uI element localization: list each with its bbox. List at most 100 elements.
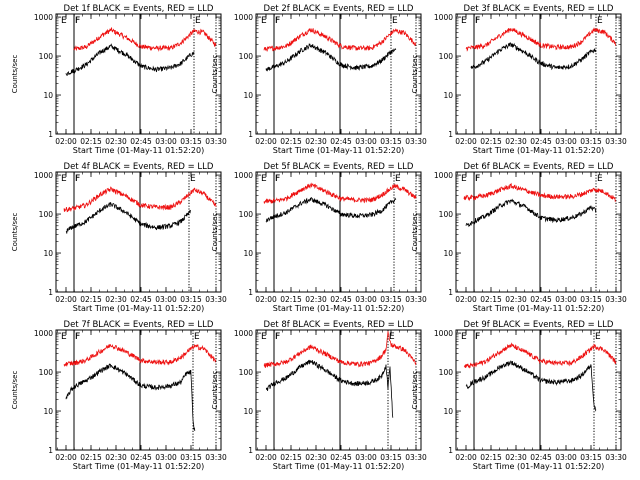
plot-frame — [255, 171, 422, 293]
panel-det-7: Det 7f BLACK = Events, RED = LLD Counts/s… — [11, 320, 227, 471]
x-tick-label: 02:00 — [255, 137, 277, 146]
y-tick-label: 1 — [248, 288, 253, 297]
x-tick-label: 02:30 — [105, 453, 127, 462]
x-tick-label: 02:30 — [305, 295, 327, 304]
marker-label-f: F — [275, 16, 280, 26]
x-tick-label: 03:30 — [605, 295, 627, 304]
marker-label-e: E — [389, 332, 395, 342]
marker-label-e: E — [461, 174, 467, 184]
panel-det-1: Det 1f BLACK = Events, RED = LLD Counts/s… — [11, 4, 227, 155]
y-tick-label: 1000 — [434, 13, 453, 22]
marker-label-e: E — [195, 16, 201, 26]
marker-label-e: E — [61, 16, 67, 26]
lld-series-line — [463, 182, 617, 202]
panel-det-3: Det 3f BLACK = Events, RED = LLD Counts/s… — [411, 4, 627, 155]
x-tick-label: 03:30 — [605, 137, 627, 146]
x-tick-label: 02:00 — [455, 137, 477, 146]
x-tick-label: 03:00 — [355, 453, 377, 462]
y-tick-label: 100 — [439, 368, 454, 377]
plot-frame — [255, 329, 422, 451]
x-tick-label: 03:30 — [405, 295, 427, 304]
y-tick-label: 10 — [443, 407, 453, 416]
panel-det-8: Det 8f BLACK = Events, RED = LLD Counts/s… — [211, 320, 427, 471]
panel-det-6: Det 6f BLACK = Events, RED = LLD Counts/s… — [411, 162, 627, 313]
marker-label-e: E — [261, 332, 267, 342]
y-axis-label: Counts/sec — [411, 55, 419, 94]
x-tick-label: 02:30 — [105, 137, 127, 146]
marker-label-e: E — [597, 16, 603, 26]
x-tick-label: 03:00 — [155, 137, 177, 146]
plot-frame — [55, 171, 222, 293]
y-tick-label: 1 — [448, 130, 453, 139]
marker-label-f: F — [275, 174, 280, 184]
y-tick-label: 10 — [243, 407, 253, 416]
x-tick-label: 02:30 — [505, 295, 527, 304]
x-tick-label: 02:00 — [455, 295, 477, 304]
y-tick-label: 1000 — [34, 329, 53, 338]
marker-label-f: F — [475, 16, 480, 26]
x-axis-label: Start Time (01-May-11 01:52:20) — [473, 304, 604, 313]
x-tick-label: 03:00 — [155, 453, 177, 462]
x-tick-label: 02:00 — [55, 295, 77, 304]
panel-det-5: Det 5f BLACK = Events, RED = LLD Counts/s… — [211, 162, 427, 313]
y-tick-label: 100 — [439, 52, 454, 61]
x-axis-label: Start Time (01-May-11 01:52:20) — [73, 146, 204, 155]
marker-label-f: F — [475, 16, 480, 26]
y-tick-label: 10 — [443, 91, 453, 100]
events-series-line — [65, 43, 195, 77]
y-axis-label: Counts/sec — [211, 371, 219, 410]
x-tick-label: 02:15 — [280, 453, 302, 462]
marker-label-f: F — [75, 332, 80, 342]
y-axis-label: Counts/sec — [11, 371, 19, 410]
marker-label-f: F — [275, 174, 280, 184]
y-tick-label: 1000 — [34, 13, 53, 22]
x-tick-label: 02:30 — [505, 137, 527, 146]
x-tick-label: 02:15 — [80, 295, 102, 304]
x-tick-label: 02:15 — [480, 453, 502, 462]
series-group — [63, 186, 217, 234]
y-tick-label: 1000 — [234, 13, 253, 22]
panel-title: Det 6f BLACK = Events, RED = LLD — [464, 162, 614, 172]
x-tick-label: 02:15 — [80, 453, 102, 462]
x-tick-label: 02:45 — [330, 453, 352, 462]
x-tick-label: 03:00 — [555, 453, 577, 462]
x-tick-label: 02:30 — [105, 295, 127, 304]
x-tick-label: 02:15 — [80, 137, 102, 146]
x-tick-label: 03:15 — [180, 295, 202, 304]
marker-label-e: E — [392, 16, 398, 26]
y-axis-label: Counts/sec — [11, 55, 19, 94]
x-tick-label: 03:15 — [580, 137, 602, 146]
y-tick-label: 100 — [239, 52, 254, 61]
marker-label-e: E — [597, 174, 603, 184]
y-tick-label: 10 — [243, 249, 253, 258]
marker-label-e: E — [395, 174, 401, 184]
panel-title: Det 4f BLACK = Events, RED = LLD — [64, 162, 214, 172]
x-tick-label: 03:15 — [180, 137, 202, 146]
x-tick-label: 02:30 — [305, 453, 327, 462]
y-axis-label: Counts/sec — [11, 213, 19, 252]
y-tick-label: 10 — [43, 91, 53, 100]
x-tick-label: 03:30 — [605, 453, 627, 462]
y-tick-label: 1000 — [234, 329, 253, 338]
y-tick-label: 1000 — [434, 171, 453, 180]
y-tick-label: 1 — [48, 446, 53, 455]
x-tick-label: 03:00 — [155, 295, 177, 304]
marker-label-f: F — [75, 16, 80, 26]
x-tick-label: 02:00 — [455, 453, 477, 462]
marker-label-f: F — [475, 332, 480, 342]
x-tick-label: 03:00 — [555, 295, 577, 304]
events-series-line — [465, 198, 597, 228]
marker-label-e: E — [461, 332, 467, 342]
y-tick-label: 1 — [48, 130, 53, 139]
y-tick-label: 1000 — [234, 171, 253, 180]
x-tick-label: 03:30 — [205, 453, 227, 462]
x-tick-label: 02:15 — [480, 137, 502, 146]
x-tick-label: 02:45 — [530, 137, 552, 146]
series-group — [65, 26, 217, 77]
x-tick-label: 03:30 — [405, 137, 427, 146]
x-axis-label: Start Time (01-May-11 01:52:20) — [73, 462, 204, 471]
plot-frame — [455, 171, 622, 293]
x-axis-label: Start Time (01-May-11 01:52:20) — [273, 146, 404, 155]
y-axis-label: Counts/sec — [211, 55, 219, 94]
